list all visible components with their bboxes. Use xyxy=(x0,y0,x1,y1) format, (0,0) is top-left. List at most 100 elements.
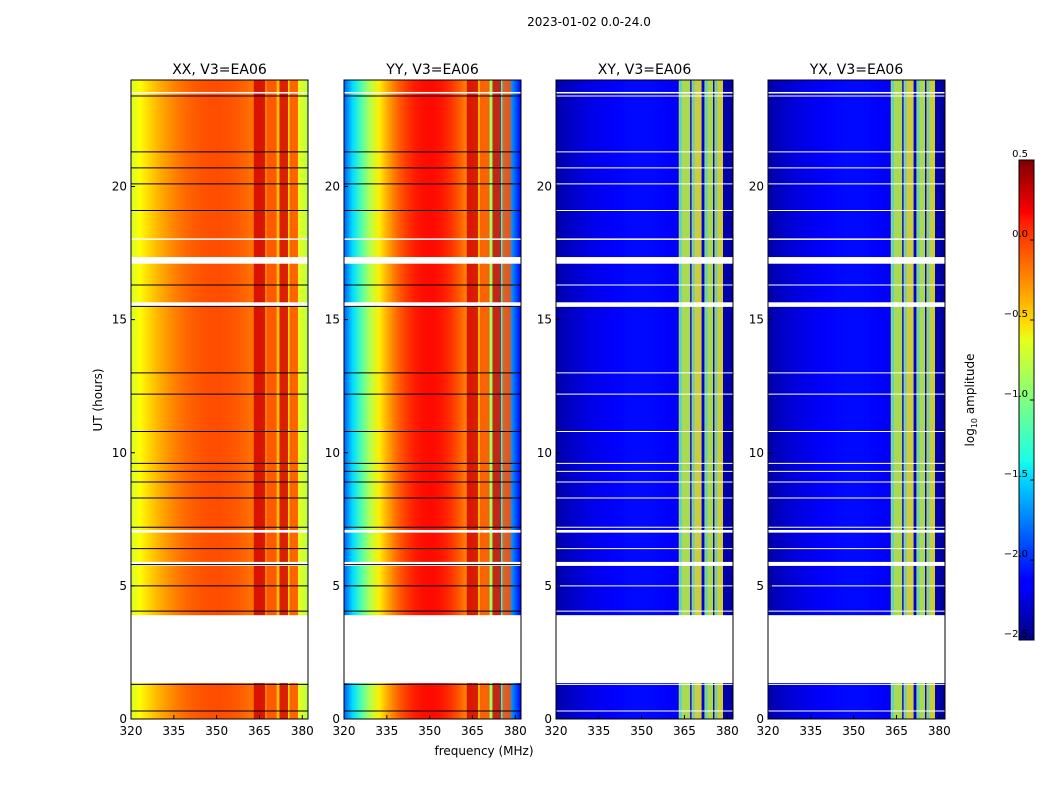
data-gap xyxy=(768,615,945,684)
flag-band xyxy=(131,238,308,240)
rfi-channel xyxy=(479,80,490,719)
x-tick-label: 350 xyxy=(842,724,865,738)
panel-frame xyxy=(343,79,522,720)
y-tick-label: 20 xyxy=(325,180,340,194)
heatmap-field xyxy=(556,80,733,719)
x-tick-label: 350 xyxy=(630,724,653,738)
flag-band xyxy=(768,302,945,307)
y-tick-label: 5 xyxy=(119,579,127,593)
x-tick-label: 335 xyxy=(799,724,822,738)
flag-band xyxy=(344,302,521,307)
flag-band xyxy=(556,257,733,264)
x-tick-label: 320 xyxy=(120,724,143,738)
y-tick-label: 10 xyxy=(749,446,764,460)
panel-frame xyxy=(555,79,734,720)
x-tick-label: 335 xyxy=(587,724,610,738)
flag-band xyxy=(344,257,521,264)
y-tick-label: 15 xyxy=(325,313,340,327)
y-tick-label: 0 xyxy=(119,712,127,726)
colorbar-ticks: 0.5 0.0 −0.5 −1.0 −1.5 −2.0 −2.5 xyxy=(1004,149,1034,641)
colorbar-tick-label: −2.0 xyxy=(1004,549,1028,560)
colorbar-tick-label: −2.5 xyxy=(1004,629,1028,640)
flag-band xyxy=(768,561,945,566)
colorbar-tick-label: −0.5 xyxy=(1004,309,1028,320)
x-tick-label: 365 xyxy=(461,724,484,738)
rfi-channel xyxy=(903,80,914,719)
y-tick-label: 20 xyxy=(537,180,552,194)
x-tick-label: 380 xyxy=(716,724,739,738)
colorbar: 0.5 0.0 −0.5 −1.0 −1.5 −2.0 −2.5 log10 amplitu… xyxy=(963,149,1035,641)
x-tick-label: 335 xyxy=(375,724,398,738)
y-tick-label: 10 xyxy=(112,446,127,460)
rfi-channel xyxy=(266,80,277,719)
y-axis-label: UT (hours) xyxy=(91,368,105,431)
panel-frame xyxy=(767,79,946,720)
x-tick-label: 365 xyxy=(673,724,696,738)
flag-band xyxy=(131,257,308,264)
flag-band xyxy=(344,238,521,240)
colorbar-tick-label: −1.0 xyxy=(1004,389,1028,400)
y-tick-label: 15 xyxy=(112,313,127,327)
panel-3: XY, V3=EA06 320 335 350 365 380 0 5 10 15 20 xyxy=(537,62,739,738)
rfi-channel-edge xyxy=(917,80,920,719)
flag-band xyxy=(131,529,308,533)
x-tick-label: 350 xyxy=(418,724,441,738)
y-tick-label: 10 xyxy=(325,446,340,460)
rfi-channel xyxy=(691,80,702,719)
rfi-channel xyxy=(502,80,512,719)
y-tick-label: 10 xyxy=(537,446,552,460)
y-tick-label: 0 xyxy=(544,712,552,726)
flag-band xyxy=(131,302,308,307)
panel-4: YX, V3=EA06 320 335 350 365 380 0 5 10 15 20 xyxy=(749,62,951,738)
y-tick-label: 5 xyxy=(756,579,764,593)
panel-1: XX, V3=EA06 320 335 350 365 380 0 5 10 15 20 xyxy=(112,62,314,738)
y-tick-label: 5 xyxy=(332,579,340,593)
rfi-channel xyxy=(714,80,724,719)
rfi-channel-edge xyxy=(715,80,718,719)
panel-title: YX, V3=EA06 xyxy=(809,62,904,78)
rfi-channel xyxy=(279,80,289,719)
data-gap xyxy=(344,615,521,684)
y-tick-label: 20 xyxy=(112,180,127,194)
panel-title: XX, V3=EA06 xyxy=(172,62,267,78)
colorbar-label: log10 amplitude xyxy=(963,354,979,447)
flag-band xyxy=(131,91,308,94)
data-gap xyxy=(131,615,308,684)
y-tick-label: 5 xyxy=(544,579,552,593)
flag-band xyxy=(556,302,733,307)
panel-2: YY, V3=EA06 320 335 350 365 380 0 5 10 15 20 xyxy=(325,62,527,738)
rfi-channel xyxy=(890,80,903,719)
y-tick-label: 15 xyxy=(537,313,552,327)
y-tick-label: 0 xyxy=(332,712,340,726)
flag-band xyxy=(556,91,733,94)
flag-band xyxy=(768,91,945,94)
flag-band xyxy=(556,238,733,240)
flag-band xyxy=(556,529,733,533)
rfi-channel-edge xyxy=(692,80,695,719)
flag-band xyxy=(556,561,733,566)
rfi-channel-edge xyxy=(904,80,907,719)
flag-band xyxy=(131,561,308,566)
rfi-channel-edge xyxy=(927,80,930,719)
y-tick-label: 20 xyxy=(749,180,764,194)
x-tick-label: 350 xyxy=(205,724,228,738)
rfi-channel xyxy=(916,80,926,719)
panels: XX, V3=EA06 320 335 350 365 380 0 5 10 15 20 YY, V3… xyxy=(112,62,951,738)
colorbar-tick-label: 0.0 xyxy=(1012,229,1028,240)
flag-band xyxy=(768,238,945,240)
x-tick-label: 380 xyxy=(291,724,314,738)
rfi-channel-edge xyxy=(705,80,708,719)
x-tick-label: 335 xyxy=(162,724,185,738)
colorbar-label-main: log xyxy=(963,428,977,446)
y-tick-label: 15 xyxy=(749,313,764,327)
flag-band xyxy=(768,529,945,533)
x-tick-label: 380 xyxy=(928,724,951,738)
panel-title: YY, V3=EA06 xyxy=(385,62,479,78)
x-tick-label: 320 xyxy=(333,724,356,738)
flag-band xyxy=(344,91,521,94)
colorbar-tick-label: −1.5 xyxy=(1004,469,1028,480)
flag-band xyxy=(344,529,521,533)
colorbar-label-rest: amplitude xyxy=(963,354,977,418)
rfi-channel xyxy=(289,80,299,719)
